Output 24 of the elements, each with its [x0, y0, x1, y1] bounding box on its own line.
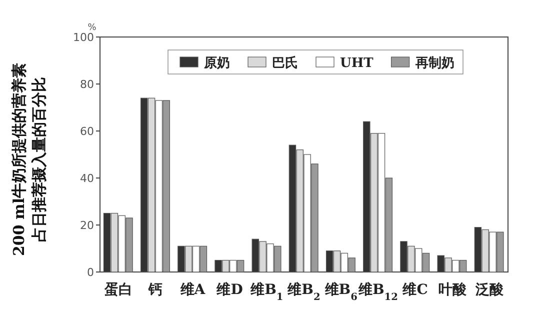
legend-label: 原奶 — [203, 56, 230, 71]
legend-label: 巴氏 — [272, 55, 298, 71]
legend-label: 再制奶 — [414, 56, 454, 71]
x-tick-label: 维B$_{1}$ — [250, 281, 284, 302]
x-tick-label: 维B$_{2}$ — [286, 281, 320, 302]
y-tick-label: 100 — [73, 31, 94, 44]
y-axis-title: % — [88, 23, 97, 33]
y-tick-label: 20 — [80, 219, 94, 232]
y-tick-label: 80 — [80, 78, 94, 91]
legend-label: UHT — [340, 56, 374, 71]
y-tick-label: 40 — [80, 172, 94, 185]
x-tick-label: 钙 — [148, 282, 163, 298]
text: 占日推荐摄入量的百分比 — [30, 77, 48, 242]
x-tick-label: 维B$_{6}$ — [324, 281, 358, 302]
y-tick-label: 0 — [87, 266, 94, 279]
x-tick-label: 泛酸 — [474, 282, 504, 298]
x-tick-label: 维B$_{12}$ — [357, 281, 398, 302]
x-tick-label: 叶酸 — [438, 282, 468, 298]
x-tick-label: 维C — [402, 281, 428, 298]
y-tick-label: 60 — [80, 125, 94, 138]
x-tick-label: 维D — [216, 281, 243, 298]
x-tick-label: 维A — [179, 281, 206, 298]
text: 200 ml牛奶所提供的营养素 — [10, 62, 28, 256]
x-tick-label: 蛋白 — [104, 282, 133, 298]
